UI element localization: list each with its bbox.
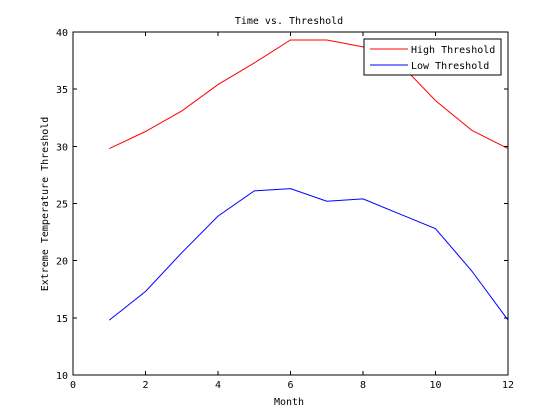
- series-line-2: [108, 188, 509, 321]
- x-tick-label: 4: [215, 380, 221, 391]
- x-tick-label: 12: [502, 380, 514, 391]
- series-line-1: [109, 39, 509, 150]
- y-tick-label: 30: [56, 142, 68, 153]
- legend-box: [363, 38, 502, 76]
- x-tick-label: 8: [360, 380, 366, 391]
- y-tick-label: 25: [56, 200, 68, 211]
- y-tick-label: 15: [56, 314, 68, 325]
- legend-label-2: Low Threshold: [411, 61, 489, 72]
- y-axis-label: Extreme Temperature Threshold: [40, 117, 51, 292]
- y-tick-label: 40: [56, 28, 68, 39]
- chart-title: Time vs. Threshold: [235, 16, 343, 27]
- legend-label-1: High Threshold: [411, 45, 495, 56]
- x-tick-label: 0: [70, 380, 76, 391]
- x-tick-label: 10: [429, 380, 441, 391]
- y-tick-label: 10: [56, 371, 68, 382]
- y-tick-label: 35: [56, 85, 68, 96]
- x-axis-label: Month: [274, 397, 304, 408]
- axes-frame: [72, 31, 509, 376]
- x-tick-label: 6: [287, 380, 293, 391]
- y-tick-label: 20: [56, 257, 68, 268]
- x-tick-label: 2: [142, 380, 148, 391]
